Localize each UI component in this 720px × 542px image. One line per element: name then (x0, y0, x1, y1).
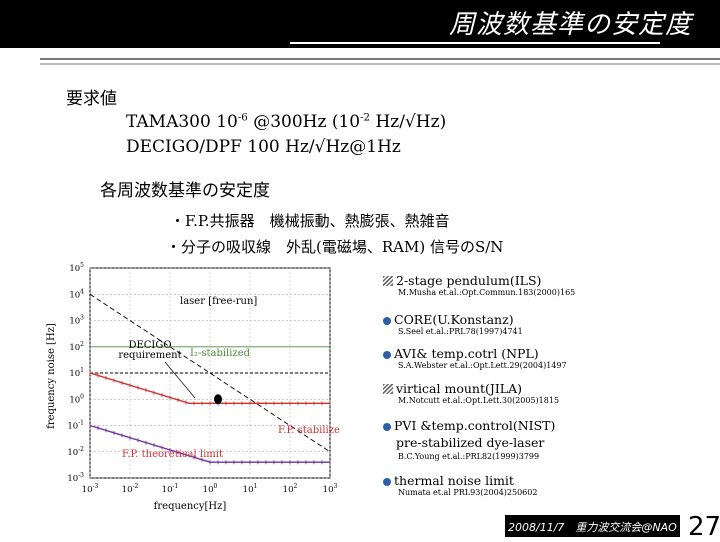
y-axis-label: frequency noise [Hz] (46, 323, 57, 429)
reference-title-text: CORE(U.Konstanz) (394, 312, 514, 327)
slide-title: 周波数基準の安定度 (448, 10, 692, 40)
reference-title-line2: pre-stabilized dye-laser (396, 435, 545, 450)
divider-rule (40, 58, 720, 60)
requirement-decigo: DECIGO/DPF 100 Hz/√Hz@1Hz (126, 137, 401, 157)
dot-marker-icon (383, 351, 391, 359)
divider-rule (40, 63, 720, 65)
dot-marker-icon (383, 478, 391, 486)
series-lines (89, 293, 331, 465)
x-tick-label: 100 (203, 483, 218, 495)
reference-title: AVI& temp.cotrl (NPL) (383, 346, 539, 361)
reference-title-text: 2-stage pendulum(ILS) (396, 273, 542, 288)
title-bar (0, 0, 720, 48)
reference-title: virtical mount(JILA) (383, 381, 522, 396)
x-tick-label: 10-1 (162, 483, 179, 495)
y-tick-label: 100 (69, 393, 84, 405)
reference-citation: S.A.Webster et.al.:Opt.Lett.29(2004)1497 (398, 361, 567, 370)
x-tick-label: 103 (323, 483, 338, 495)
annotation-leader (164, 361, 196, 399)
reference-citation: S.Seel et.al.:PRL78(1997)4741 (398, 327, 523, 336)
reference-citation: M.Musha et.al.:Opt.Commun.183(2000)165 (398, 288, 576, 297)
y-tick-label: 10-1 (67, 420, 84, 432)
reference-citation: M.Notcutt et.al.:Opt.Lett.30(2005)1815 (398, 396, 560, 405)
dot-marker-icon (383, 317, 391, 325)
x-tick-label: 10-2 (122, 483, 139, 495)
x-tick-label: 101 (243, 483, 258, 495)
bullet-molecular-line: ・分子の吸収線 外乱(電磁場、RAM) 信号のS/N (166, 238, 504, 256)
y-tick-labels: 105 104 103 102 101 100 10-1 10-2 10-3 (67, 262, 84, 484)
y-tick-label: 10-3 (67, 472, 84, 484)
reference-citation: B.C.Young et.al.:PRL82(1999)3799 (398, 452, 540, 461)
reference-title: PVI &temp.control(NIST) (383, 418, 555, 433)
reference-title: thermal noise limit (383, 473, 514, 488)
series-line (89, 372, 330, 405)
y-tick-label: 10-2 (67, 446, 84, 458)
annotation-decigo-requirement: DECIGO requirement (118, 340, 181, 361)
hatch-marker-icon (383, 276, 393, 286)
reference-citation: Numata et.al PRL93(2004)250602 (398, 488, 538, 497)
x-tick-label: 102 (283, 483, 298, 495)
reference-title-text: PVI &temp.control(NIST) (394, 418, 556, 433)
bullet-fp-cavity: ・F.P.共振器 機械振動、熱膨張、熱雑音 (170, 212, 450, 230)
page-number: 27 (688, 512, 720, 542)
reference-title: 2-stage pendulum(ILS) (383, 273, 541, 288)
annotation-fp-theoretical: F.P. theoretical limit (122, 449, 223, 460)
chart-annotations: laser [free-run] DECIGO requirement I₂-stab… (118, 296, 340, 460)
annotation-fp-stabilized: F.P. stabilized (278, 425, 340, 436)
y-tick-label: 103 (69, 315, 84, 327)
hatch-marker-icon (383, 384, 393, 394)
annotation-laser-free-run: laser [free-run] (180, 296, 257, 307)
reference-title: CORE(U.Konstanz) (383, 312, 514, 327)
title-underline (290, 42, 660, 44)
dot-marker-icon (383, 423, 391, 431)
x-tick-labels: 10-3 10-2 10-1 100 101 102 103 (82, 483, 338, 495)
x-axis-label: frequency[Hz] (154, 501, 227, 512)
reference-title-text: virtical mount(JILA) (396, 381, 523, 396)
reference-title-text: thermal noise limit (394, 473, 514, 488)
stability-heading: 各周波数基準の安定度 (100, 181, 270, 201)
annotation-iodine-stabilized: I₂-stabilized (190, 348, 251, 359)
x-tick-label: 10-3 (82, 483, 99, 495)
footer-text: 2008/11/7 重力波交流会@NAO (508, 521, 677, 534)
y-tick-label: 104 (69, 288, 84, 300)
reference-title-text: AVI& temp.cotrl (NPL) (394, 346, 539, 361)
y-tick-label: 102 (69, 341, 84, 353)
y-tick-label: 101 (69, 367, 84, 379)
requirement-tama: TAMA300 10-6 @300Hz (10-2 Hz/√Hz) (126, 112, 447, 132)
y-tick-label: 105 (69, 262, 84, 274)
footer-box (505, 515, 680, 537)
requirements-heading: 要求値 (66, 89, 117, 109)
decigo-point (214, 394, 222, 405)
